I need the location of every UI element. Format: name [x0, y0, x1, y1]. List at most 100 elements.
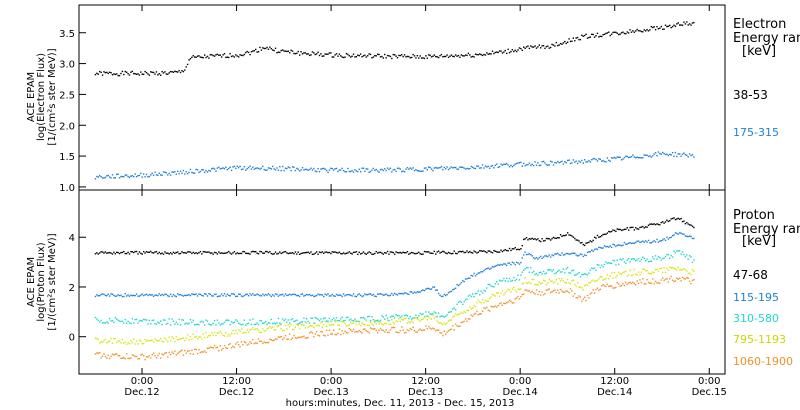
- proton-point-3: [663, 266, 665, 269]
- electron-point-0: [379, 56, 382, 58]
- proton-point-2: [435, 312, 437, 314]
- electron-point-1: [232, 166, 234, 168]
- proton-point-2: [457, 301, 460, 304]
- proton-point-4: [184, 349, 186, 352]
- proton-point-0: [396, 251, 399, 254]
- electron-point-1: [656, 154, 658, 157]
- electron-ylabel-line1: ACE EPAM: [26, 72, 37, 122]
- proton-point-1: [498, 264, 501, 266]
- proton-point-2: [164, 319, 166, 321]
- proton-point-1: [262, 293, 264, 295]
- electron-point-0: [408, 55, 410, 58]
- proton-point-1: [589, 251, 592, 253]
- proton-point-3: [182, 337, 185, 339]
- proton-point-0: [280, 252, 282, 255]
- proton-point-3: [338, 324, 341, 327]
- electron-point-0: [664, 24, 667, 26]
- proton-point-4: [219, 345, 221, 347]
- proton-point-2: [254, 323, 257, 325]
- proton-point-3: [423, 316, 426, 319]
- proton-point-2: [228, 319, 230, 322]
- proton-point-0: [497, 251, 499, 253]
- proton-point-0: [260, 251, 263, 253]
- proton-point-4: [298, 336, 301, 339]
- electron-point-0: [690, 24, 692, 26]
- proton-point-0: [219, 252, 221, 254]
- proton-point-4: [572, 295, 575, 297]
- proton-point-1: [497, 264, 499, 266]
- proton-point-0: [308, 252, 311, 255]
- proton-point-4: [311, 332, 314, 334]
- proton-point-2: [486, 287, 488, 289]
- proton-point-4: [259, 340, 261, 342]
- proton-point-0: [650, 223, 653, 225]
- electron-point-1: [654, 152, 657, 154]
- electron-point-1: [213, 168, 216, 170]
- proton-point-3: [385, 322, 387, 325]
- electron-point-0: [116, 73, 118, 75]
- proton-point-3: [667, 269, 670, 271]
- proton-point-2: [273, 322, 275, 324]
- electron-point-1: [169, 174, 172, 176]
- electron-point-1: [111, 174, 114, 176]
- proton-point-3: [686, 270, 688, 272]
- proton-point-1: [202, 295, 204, 297]
- proton-point-1: [189, 294, 192, 297]
- proton-point-3: [684, 269, 687, 271]
- electron-point-0: [640, 30, 643, 33]
- electron-point-1: [144, 176, 146, 178]
- proton-point-0: [376, 252, 379, 254]
- electron-point-1: [419, 170, 421, 172]
- electron-point-1: [298, 170, 301, 172]
- proton-point-4: [215, 346, 217, 349]
- proton-point-2: [606, 262, 609, 264]
- proton-point-1: [169, 293, 172, 296]
- proton-point-3: [551, 280, 553, 283]
- proton-point-4: [423, 329, 426, 331]
- electron-point-0: [96, 72, 98, 75]
- proton-point-2: [591, 267, 593, 269]
- proton-point-4: [350, 329, 352, 331]
- proton-point-4: [481, 310, 484, 313]
- proton-point-2: [632, 258, 634, 260]
- proton-point-1: [652, 241, 654, 243]
- proton-point-2: [308, 322, 311, 324]
- proton-point-4: [609, 285, 611, 287]
- proton-point-4: [527, 290, 529, 292]
- proton-point-2: [479, 293, 481, 296]
- proton-point-2: [481, 292, 484, 294]
- electron-point-0: [338, 53, 341, 55]
- proton-point-3: [405, 317, 407, 319]
- proton-point-0: [481, 250, 484, 252]
- proton-point-2: [311, 317, 314, 319]
- proton-point-0: [615, 230, 617, 233]
- proton-point-3: [154, 338, 156, 340]
- electron-point-0: [274, 47, 277, 50]
- proton-point-4: [425, 325, 427, 327]
- proton-point-1: [240, 295, 243, 297]
- proton-point-0: [625, 228, 627, 230]
- proton-point-0: [535, 239, 538, 241]
- proton-point-3: [263, 330, 265, 332]
- electron-point-1: [269, 167, 271, 169]
- proton-point-3: [508, 289, 511, 291]
- proton-point-2: [362, 316, 365, 319]
- proton-point-1: [568, 253, 570, 255]
- proton-point-3: [171, 336, 173, 338]
- proton-point-3: [666, 267, 668, 269]
- proton-point-1: [443, 293, 445, 296]
- proton-point-1: [272, 294, 274, 296]
- proton-point-4: [575, 296, 577, 299]
- proton-point-2: [208, 323, 210, 325]
- electron-point-1: [385, 169, 387, 172]
- proton-point-4: [232, 345, 234, 348]
- proton-point-0: [257, 253, 260, 255]
- proton-point-4: [637, 282, 640, 285]
- proton-point-3: [130, 340, 132, 342]
- proton-point-2: [226, 319, 229, 321]
- proton-point-4: [470, 314, 472, 316]
- electron-point-0: [286, 50, 288, 53]
- proton-point-3: [602, 279, 604, 281]
- xtick-date-4: Dec.14: [503, 387, 538, 398]
- proton-point-1: [663, 238, 665, 240]
